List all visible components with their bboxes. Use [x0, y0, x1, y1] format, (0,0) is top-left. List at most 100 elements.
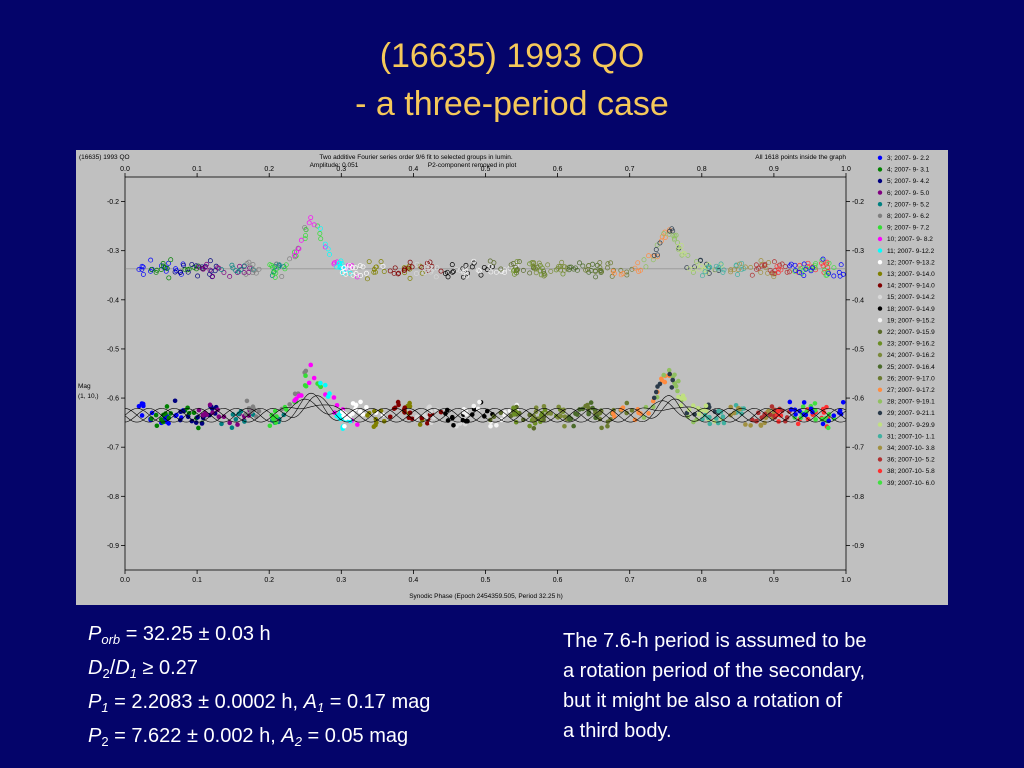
- data-point: [586, 411, 591, 417]
- legend-marker: [877, 387, 883, 392]
- residual-point: [837, 273, 843, 279]
- data-point: [318, 380, 323, 386]
- data-point: [801, 400, 807, 405]
- residual-point: [643, 264, 649, 270]
- y-tick-label-left: -0.9: [107, 543, 119, 550]
- legend-marker: [877, 480, 883, 485]
- data-point: [545, 411, 550, 416]
- legend-marker: [877, 155, 883, 160]
- legend-marker: [877, 445, 883, 450]
- residual-point: [444, 269, 450, 275]
- data-point: [282, 404, 288, 410]
- data-point: [643, 404, 649, 410]
- legend-entry: 19; 2007- 9-15.2: [887, 317, 935, 324]
- legend-marker: [877, 294, 883, 300]
- residual-point: [433, 274, 439, 280]
- data-point: [676, 394, 681, 400]
- data-point: [136, 404, 142, 409]
- data-point: [256, 408, 262, 414]
- data-point: [168, 411, 174, 416]
- data-point: [743, 422, 748, 427]
- residual-point: [449, 262, 455, 268]
- residual-point: [168, 257, 174, 263]
- residual-point: [641, 257, 647, 263]
- residual-point: [477, 268, 482, 274]
- data-point: [666, 367, 672, 373]
- residual-point: [692, 264, 698, 270]
- residual-point: [423, 264, 429, 270]
- residual-point: [189, 262, 195, 267]
- residual-point: [655, 252, 660, 258]
- residual-point: [315, 223, 321, 229]
- data-point: [210, 410, 215, 415]
- legend-marker: [877, 236, 883, 242]
- residual-point: [352, 265, 358, 271]
- residual-point: [193, 263, 199, 269]
- legend-entry: 27; 2007- 9-17.2: [887, 387, 935, 394]
- data-point: [527, 423, 532, 429]
- data-point: [425, 420, 430, 426]
- residual-point: [548, 268, 554, 274]
- residual-point: [542, 272, 548, 278]
- residual-point: [450, 269, 455, 275]
- residual-point: [308, 215, 314, 221]
- residual-point: [350, 272, 356, 278]
- residual-point: [620, 271, 626, 276]
- data-point: [661, 372, 667, 378]
- legend-entry: 23; 2007- 9-16.2: [887, 341, 935, 348]
- data-point: [236, 411, 242, 417]
- data-point: [331, 395, 337, 400]
- residual-point: [767, 267, 773, 273]
- legend-entry: 10; 2007- 9- 8.2: [887, 236, 933, 243]
- residual-point: [512, 271, 517, 277]
- data-point: [269, 412, 275, 418]
- residual-point: [182, 266, 188, 272]
- x-tick-label-top: 0.7: [625, 166, 635, 173]
- data-point: [672, 381, 678, 386]
- data-point: [195, 415, 200, 420]
- residual-point: [584, 267, 590, 273]
- residual-point: [797, 270, 803, 275]
- y-axis-label-2: (1, 10,): [78, 393, 99, 400]
- residual-point: [541, 273, 547, 279]
- residual-point: [737, 261, 743, 267]
- x-tick-label-bottom: 0.2: [264, 577, 274, 584]
- legend-entry: 6; 2007- 9- 5.0: [887, 190, 930, 197]
- fit-curve: [124, 398, 847, 423]
- residual-point: [690, 269, 696, 275]
- data-point: [350, 411, 355, 416]
- residual-point: [210, 273, 216, 279]
- data-point: [669, 385, 675, 390]
- chart-background: [76, 150, 948, 605]
- residual-point: [819, 260, 825, 266]
- data-point: [712, 409, 718, 414]
- residual-point: [742, 264, 748, 270]
- residual-point: [530, 263, 536, 269]
- residual-point: [469, 264, 475, 270]
- data-point: [821, 410, 827, 415]
- data-point: [670, 377, 676, 383]
- chart-header-center-2: Amplitude: 0.051: [310, 162, 359, 169]
- legend-marker: [877, 329, 883, 334]
- residual-point: [445, 274, 451, 280]
- residual-point: [666, 231, 672, 237]
- data-point: [641, 415, 647, 420]
- legend-entry: 5; 2007- 9- 4.2: [887, 178, 930, 185]
- residual-point: [657, 240, 663, 246]
- x-tick-label-top: 0.4: [409, 166, 419, 173]
- residual-point: [471, 260, 477, 266]
- legend-entry: 31; 2007-10- 1.1: [887, 433, 935, 440]
- residual-point: [327, 251, 332, 257]
- legend-entry: 7; 2007- 9- 5.2: [887, 201, 930, 208]
- residual-point: [407, 275, 413, 281]
- residual-point: [200, 266, 206, 272]
- data-point: [766, 408, 771, 414]
- residual-point: [139, 263, 145, 269]
- residual-point: [703, 264, 709, 270]
- residual-point: [684, 265, 690, 271]
- residual-point: [721, 267, 727, 273]
- residual-point: [672, 233, 678, 239]
- x-tick-label-bottom: 0.8: [697, 577, 707, 584]
- data-point: [325, 394, 331, 399]
- residual-point: [153, 269, 159, 275]
